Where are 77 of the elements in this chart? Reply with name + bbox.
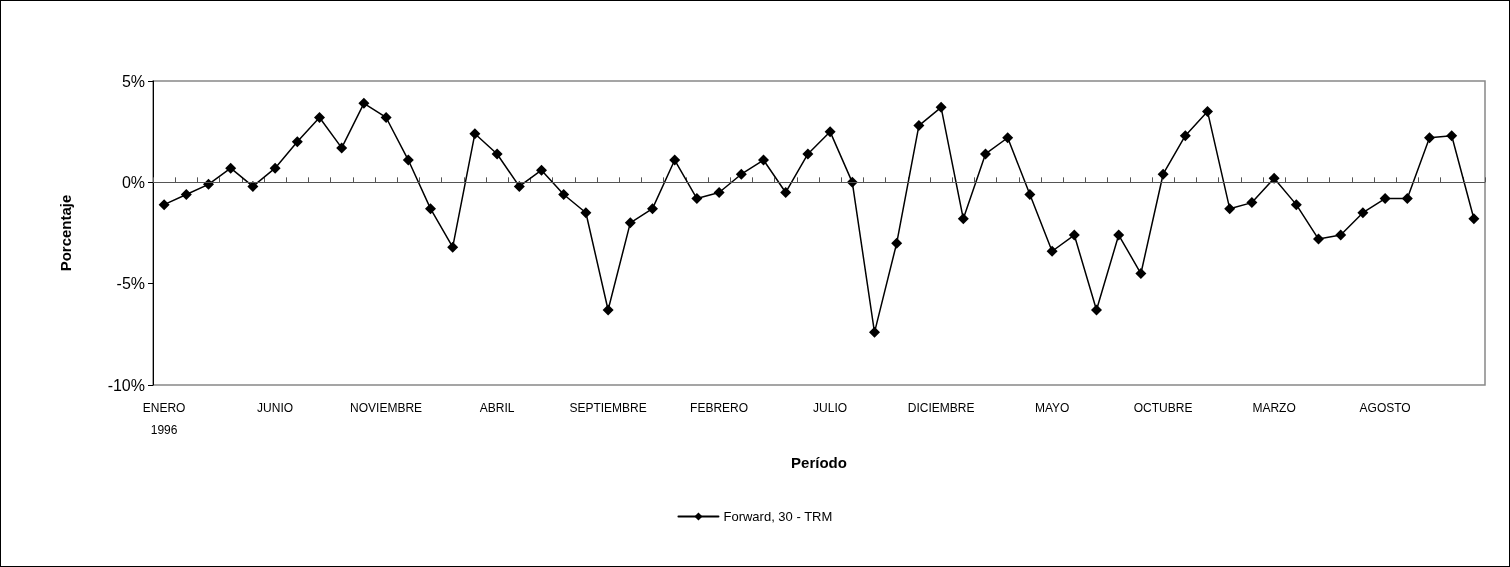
- point: [469, 128, 481, 140]
- y-tick-label: 5%: [121, 72, 145, 90]
- point: [558, 188, 570, 200]
- point: [225, 162, 237, 174]
- point: [1424, 132, 1435, 144]
- point: [1157, 168, 1169, 180]
- point: [447, 241, 459, 253]
- point: [935, 101, 947, 113]
- point: [336, 142, 348, 154]
- x-tick-label: NOVIEMBRE: [350, 401, 423, 415]
- x-axis-title: Período: [791, 454, 847, 471]
- point: [824, 126, 836, 138]
- point: [1313, 233, 1324, 245]
- y-tick-label: 0%: [121, 173, 145, 191]
- x-tick-label: MAYO: [1034, 401, 1070, 415]
- point: [358, 97, 370, 109]
- x-tick-label: ENERO 1996: [142, 401, 186, 437]
- point: [758, 154, 769, 166]
- point: [669, 154, 681, 166]
- point: [1024, 188, 1036, 200]
- point: [691, 193, 703, 205]
- point: [1357, 207, 1369, 219]
- x-tick-label: DICIEMBRE: [907, 401, 975, 415]
- point: [802, 148, 814, 160]
- legend-label: Forward, 30 - TRM: [723, 509, 833, 524]
- point: [1468, 213, 1480, 225]
- point: [1113, 229, 1125, 241]
- point: [1135, 268, 1147, 280]
- y-tick-label: -5%: [116, 275, 145, 293]
- y-tick-label: -10%: [107, 376, 145, 394]
- point: [1224, 203, 1236, 215]
- x-tick-label: JULIO: [813, 401, 848, 415]
- point: [536, 164, 547, 176]
- x-tick-label: SEPTIEMBRE: [569, 401, 647, 415]
- point: [1246, 197, 1258, 209]
- point: [158, 199, 170, 211]
- point: [869, 326, 880, 338]
- point: [513, 180, 525, 192]
- point: [1290, 199, 1302, 211]
- x-tick-label: OCTUBRE: [1133, 401, 1193, 415]
- point: [735, 168, 747, 180]
- x-tick-label: FEBRERO: [690, 401, 749, 415]
- point: [602, 304, 614, 316]
- point: [891, 237, 903, 249]
- point: [425, 203, 436, 215]
- point: [1179, 130, 1191, 142]
- point: [314, 111, 325, 123]
- point: [180, 188, 192, 200]
- point: [980, 148, 991, 160]
- point: [1401, 193, 1413, 205]
- x-tick-label: ABRIL: [479, 401, 515, 415]
- point: [380, 111, 392, 123]
- point: [269, 162, 281, 174]
- point: [957, 213, 969, 225]
- point: [1202, 105, 1213, 117]
- point: [580, 207, 592, 219]
- point: [1335, 229, 1347, 241]
- point: [402, 154, 414, 166]
- x-tick-label: AGOSTO: [1359, 401, 1411, 415]
- point: [913, 120, 925, 132]
- point: [291, 136, 303, 148]
- point: [1046, 245, 1058, 257]
- y-axis-title: Porcentaje: [57, 194, 74, 272]
- point: [624, 217, 636, 229]
- point: [1268, 172, 1280, 184]
- x-tick-label: JUNIO: [257, 401, 294, 415]
- point: [491, 148, 503, 160]
- point: [1446, 130, 1458, 142]
- point: [1068, 229, 1080, 241]
- point: [247, 180, 259, 192]
- point: [647, 203, 658, 215]
- point: [1091, 304, 1102, 316]
- x-tick-label: MARZO: [1252, 401, 1296, 415]
- point: [713, 186, 725, 198]
- point: [1002, 132, 1014, 144]
- point: [780, 186, 792, 198]
- point: [1379, 193, 1391, 205]
